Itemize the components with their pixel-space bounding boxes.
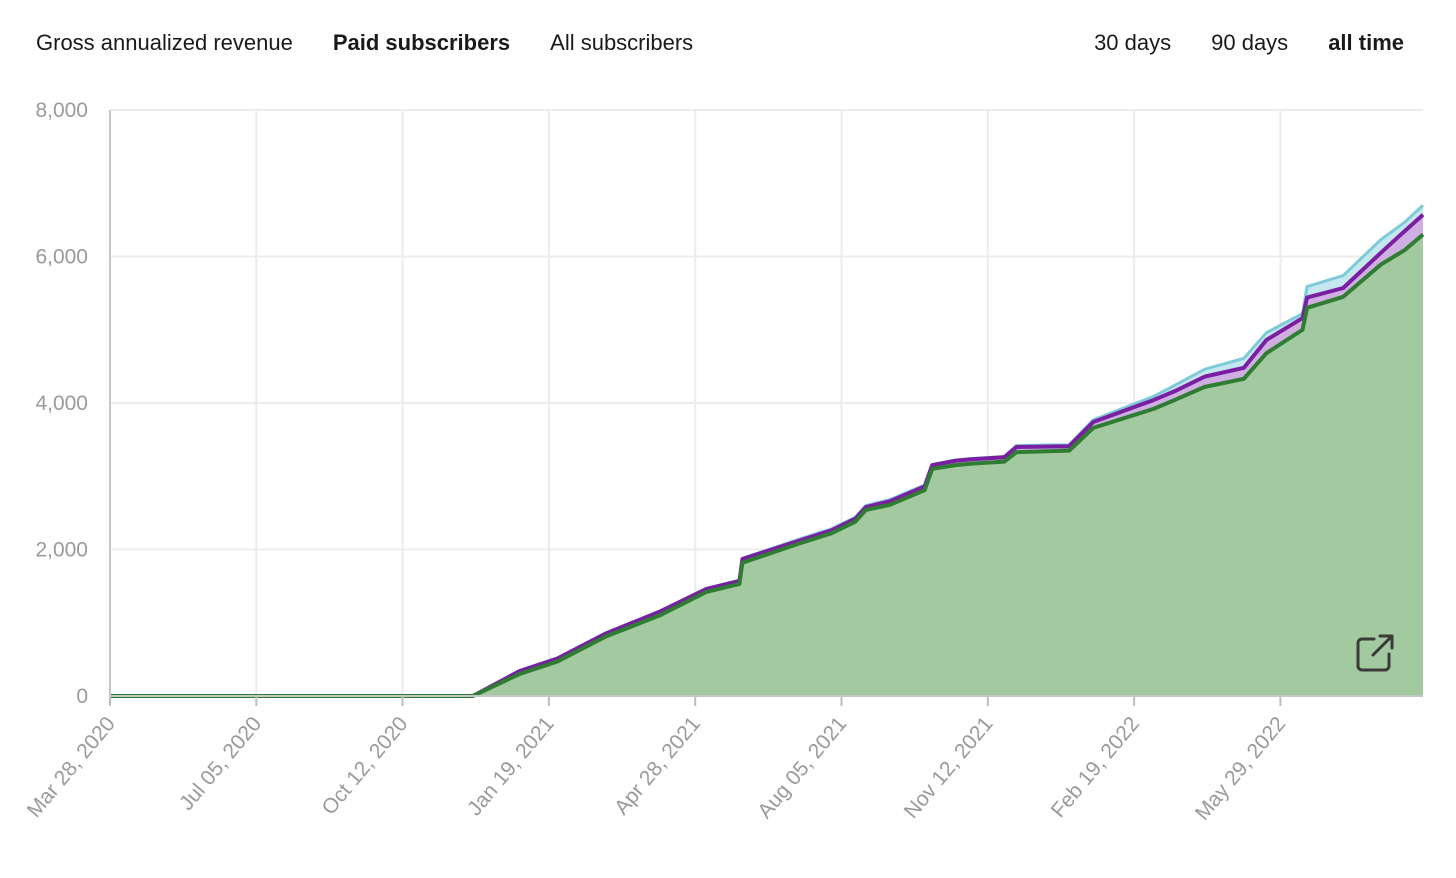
x-tick-label: May 29, 2022 [1191,712,1290,824]
y-axis-ticks: 0 2,000 4,000 6,000 8,000 [35,99,88,708]
series-areas [110,205,1423,696]
x-tick-label: Aug 05, 2021 [753,712,851,823]
axes [109,110,1423,706]
external-link-icon [1356,634,1394,672]
y-tick-label: 0 [76,685,88,708]
y-tick-label: 8,000 [35,99,88,122]
series-area-green [110,234,1423,696]
x-tick-label: Jan 19, 2021 [463,712,559,820]
x-tick-label: Oct 12, 2020 [318,712,413,819]
metric-tabs: Gross annualized revenue Paid subscriber… [36,26,693,60]
range-tabs: 30 days 90 days all time [1094,26,1404,60]
y-tick-label: 2,000 [35,539,88,562]
x-tick-label: Apr 28, 2021 [610,712,705,819]
tab-all-subscribers[interactable]: All subscribers [550,30,694,55]
x-tick-label: Jul 05, 2020 [175,712,266,814]
series-lines [110,204,1425,698]
y-tick-label: 4,000 [35,392,88,415]
tab-gross-annualized-revenue[interactable]: Gross annualized revenue [36,30,293,55]
x-tick-label: Nov 12, 2021 [900,712,998,822]
x-tick-label: Feb 19, 2022 [1047,712,1144,822]
range-all-time[interactable]: all time [1328,30,1404,55]
expand-button[interactable] [1354,632,1396,674]
range-30-days[interactable]: 30 days [1094,30,1172,55]
series-line-purple [110,213,1425,698]
y-tick-label: 6,000 [35,246,88,269]
tab-paid-subscribers[interactable]: Paid subscribers [332,30,511,55]
x-axis-ticks: Mar 28, 2020 Jul 05, 2020 Oct 12, 2020 Jan … [23,712,1291,824]
range-90-days[interactable]: 90 days [1211,30,1289,55]
series-line-green [110,233,1425,698]
x-tick-label: Mar 28, 2020 [23,712,120,822]
